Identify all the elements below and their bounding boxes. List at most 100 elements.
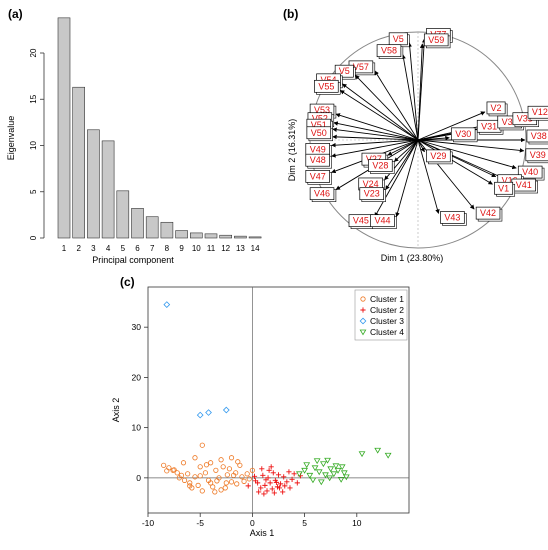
- variable-label: V54: [320, 75, 336, 85]
- cluster-2-point: [267, 480, 273, 486]
- variable-label-box: [450, 127, 476, 141]
- panel-c-x-tick-label: -10: [142, 518, 155, 528]
- variable-arrow: [417, 139, 525, 153]
- variable-arrow: [417, 43, 425, 141]
- variable-label-box: [525, 148, 548, 162]
- cluster-1-point: [223, 480, 229, 486]
- panel-a-x-tick-label: 5: [121, 244, 126, 253]
- cluster-2-point: [264, 488, 270, 494]
- cluster-1-point: [234, 481, 240, 487]
- variable-arrow: [374, 139, 419, 218]
- panel-a-bar: [219, 234, 232, 239]
- variable-label-box: [376, 44, 402, 58]
- variable-arrow: [332, 127, 419, 141]
- cluster-4-point: [332, 463, 340, 470]
- cluster-2-point: [270, 470, 276, 476]
- cluster-1-point: [218, 457, 224, 463]
- variable-arrow: [385, 139, 419, 191]
- panel-a-x-tick-label: 7: [150, 244, 155, 253]
- cluster-4-point: [337, 476, 345, 483]
- panel-a-bar: [160, 221, 174, 239]
- panel-a-bars: [57, 17, 262, 239]
- cluster-4-point: [315, 469, 323, 476]
- panel-a-xlabel: Principal component: [92, 255, 174, 265]
- variable-label-box: [440, 211, 465, 224]
- panel-c-points: [161, 301, 392, 497]
- variable-label: V42: [480, 208, 496, 218]
- legend-cluster-2: Cluster 2: [370, 305, 404, 315]
- cluster-4-point: [330, 471, 338, 478]
- cluster-1-point: [202, 470, 209, 476]
- cluster-2-point: [261, 491, 267, 497]
- cluster-1-point: [192, 474, 198, 480]
- cluster-3-point: [205, 409, 212, 416]
- panel-b-ylabel: Dim 2 (16.31%): [287, 119, 297, 182]
- cluster-1-point: [187, 480, 193, 486]
- cluster-1-point: [220, 464, 226, 470]
- panel-c-ylabel: Axis 2: [111, 398, 121, 423]
- cluster-2-point: [287, 485, 293, 491]
- panel-a-bar: [131, 208, 144, 239]
- cluster-4-point: [384, 452, 392, 459]
- variable-label-box: [314, 79, 339, 93]
- variable-label: V52: [312, 114, 328, 124]
- cluster-2-point: [251, 473, 258, 479]
- cluster-4-point: [311, 465, 319, 472]
- variable-label-box: [309, 187, 335, 201]
- cluster-2-point: [284, 479, 290, 485]
- cluster-1-point: [235, 459, 241, 465]
- cluster-1-point: [228, 479, 235, 485]
- variable-arrow: [417, 139, 517, 170]
- cluster-4-point: [340, 470, 348, 477]
- panel-a-bar: [234, 235, 247, 239]
- cluster-1-point: [224, 472, 230, 478]
- variable-label-box: [494, 181, 514, 195]
- cluster-1-point: [197, 464, 203, 470]
- cluster-1-point: [164, 468, 170, 474]
- variable-label: V59: [428, 35, 444, 45]
- cluster-2-point: [259, 466, 265, 472]
- cluster-1-point: [176, 475, 182, 481]
- variable-label: V28: [372, 161, 388, 171]
- panel-c-y-tick-label: 20: [132, 372, 142, 382]
- cluster-1-point: [180, 460, 187, 466]
- cluster-1-point: [208, 480, 214, 486]
- cluster-1-point: [222, 485, 228, 491]
- panel-a-bar: [145, 216, 159, 239]
- cluster-2-point: [289, 476, 295, 482]
- variable-arrow: [335, 113, 419, 141]
- cluster-3-point: [163, 301, 171, 308]
- cluster-1-point: [197, 473, 203, 479]
- variable-label: V51: [311, 120, 327, 130]
- panel-a-x-tick-label: 2: [76, 244, 81, 253]
- cluster-4-point: [326, 475, 334, 482]
- cluster-1-point: [181, 477, 188, 483]
- variable-arrow: [417, 139, 493, 185]
- variable-arrow: [401, 54, 419, 141]
- cluster-2-point: [245, 483, 251, 489]
- panel-c: (c) -10 -5 0 5 10 0 10 20 30 Cluster 1 Cluster 2…: [111, 275, 410, 538]
- panel-a-bar: [248, 236, 262, 239]
- cluster-2-point: [269, 486, 275, 492]
- cluster-1-point: [208, 460, 214, 466]
- variable-arrow: [331, 139, 419, 148]
- cluster-2-point: [275, 472, 282, 478]
- variable-arrow: [374, 70, 419, 141]
- panel-c-axes: -10 -5 0 5 10 0 10 20 30: [132, 287, 409, 528]
- cluster-1-point: [233, 470, 239, 476]
- panel-a-x-tick-label: 10: [192, 244, 201, 253]
- cluster-1-point: [203, 462, 210, 468]
- variable-label: V27: [366, 154, 382, 164]
- variable-arrow: [342, 83, 419, 141]
- panel-a-y-tick-label: 5: [29, 189, 38, 194]
- cluster-1-point: [214, 478, 220, 484]
- cluster-1-point: [249, 467, 255, 473]
- panel-c-y-tick-label: 10: [132, 423, 142, 433]
- series-cluster-3: [163, 301, 230, 419]
- variable-label: V43: [444, 212, 460, 222]
- panel-c-xlabel: Axis 1: [250, 528, 275, 538]
- cluster-1-point: [185, 471, 191, 477]
- panel-c-legend-box: [354, 289, 408, 341]
- variable-label: V1: [498, 183, 509, 193]
